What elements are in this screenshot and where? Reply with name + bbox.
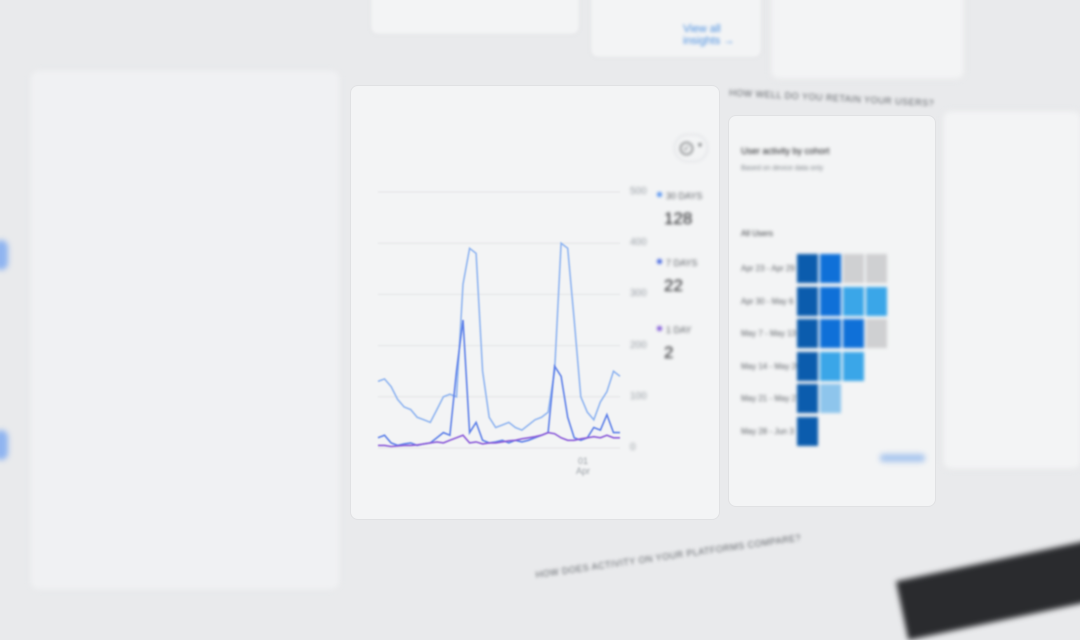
left-panel <box>30 70 340 590</box>
cohort-row-label: Apr 23 - Apr 29 <box>741 264 795 273</box>
cohort-row-label: May 28 - Jun 3 <box>741 426 794 436</box>
all-users-label: All Users <box>741 229 774 238</box>
y-tick-label: 300 <box>630 288 647 300</box>
cohort-title: User activity by cohort <box>741 146 830 156</box>
legend-item: 7 DAYS 22 <box>657 253 702 296</box>
legend-dot <box>657 192 662 198</box>
cohort-cell[interactable] <box>866 286 887 316</box>
legend-item: 30 DAYS 128 <box>657 186 702 229</box>
cohort-row-label: May 7 - May 13 <box>741 329 797 338</box>
top-card <box>770 0 965 80</box>
legend-value: 2 <box>664 343 674 362</box>
x-tick-label: 01 Apr <box>575 456 590 476</box>
y-tick-label: 200 <box>630 339 647 351</box>
cohort-row-label: Apr 30 - May 6 <box>741 296 794 306</box>
legend-item: 1 DAY 2 <box>657 320 702 363</box>
cohort-cell[interactable] <box>820 351 841 381</box>
filter-button[interactable]: ✓ ▼ <box>674 134 708 162</box>
cohort-cell[interactable] <box>843 286 864 316</box>
y-tick-label: 500 <box>630 186 647 197</box>
legend-dot <box>657 326 662 332</box>
cohort-cell[interactable] <box>797 384 818 413</box>
cohort-row-label: May 14 - May 20 <box>741 361 801 371</box>
y-tick-label: 400 <box>630 237 647 249</box>
cohort-cell[interactable] <box>843 319 864 348</box>
panel-dot <box>0 240 8 270</box>
insights-card: View all insights → <box>590 0 762 58</box>
view-all-insights-link[interactable]: View all insights → <box>683 23 735 47</box>
line-chart <box>377 191 621 449</box>
cohort-cell[interactable] <box>797 351 818 381</box>
cohort-cell[interactable] <box>843 351 864 381</box>
chart-legend: 30 DAYS 128 7 DAYS 22 1 DAY 2 <box>657 186 702 387</box>
cohort-cell[interactable] <box>797 319 818 348</box>
right-card <box>942 110 1080 470</box>
legend-value: 22 <box>664 276 683 295</box>
legend-dot <box>657 259 662 265</box>
legend-label: 1 DAY <box>666 325 692 335</box>
cohort-cell[interactable] <box>866 319 887 348</box>
cohort-cell[interactable] <box>820 254 841 283</box>
cohort-cell[interactable] <box>820 384 841 413</box>
cohort-cell[interactable] <box>820 319 841 348</box>
cohort-cell[interactable] <box>866 254 887 283</box>
cohort-subtitle: Based on device data only <box>741 165 824 172</box>
check-circle-icon: ✓ <box>680 142 693 155</box>
cohort-cell[interactable] <box>797 416 818 446</box>
top-card <box>370 0 580 35</box>
cohort-cell[interactable] <box>820 286 841 316</box>
cohort-row-label: May 21 - May 27 <box>741 394 801 403</box>
legend-label: 30 DAYS <box>666 191 703 201</box>
panel-dot <box>0 430 8 460</box>
cohort-cell[interactable] <box>797 254 818 283</box>
y-tick-label: 0 <box>630 442 636 453</box>
legend-label: 7 DAYS <box>666 258 698 268</box>
cohort-link[interactable] <box>880 454 925 462</box>
chevron-down-icon: ▼ <box>697 143 703 149</box>
legend-value: 128 <box>664 209 693 228</box>
cohort-cell[interactable] <box>797 286 818 316</box>
series-line-0 <box>377 241 621 432</box>
y-tick-label: 100 <box>630 390 647 402</box>
cohort-cell[interactable] <box>843 254 864 283</box>
series-line-2 <box>378 431 620 448</box>
